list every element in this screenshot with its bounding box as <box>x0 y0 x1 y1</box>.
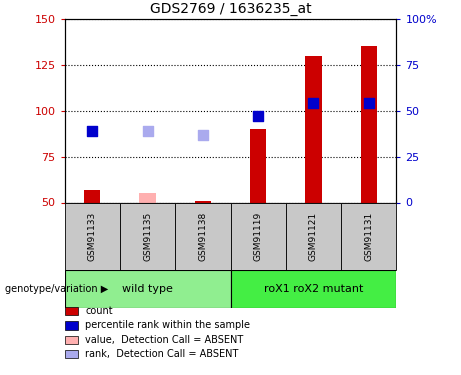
Point <box>199 132 207 138</box>
Bar <box>65 202 120 270</box>
Text: value,  Detection Call = ABSENT: value, Detection Call = ABSENT <box>85 335 243 345</box>
Point <box>254 113 262 119</box>
Text: count: count <box>85 306 113 316</box>
Point <box>89 128 96 134</box>
Text: GSM91121: GSM91121 <box>309 211 318 261</box>
Text: GSM91133: GSM91133 <box>88 211 97 261</box>
Bar <box>341 202 396 270</box>
Text: rank,  Detection Call = ABSENT: rank, Detection Call = ABSENT <box>85 349 239 359</box>
Text: percentile rank within the sample: percentile rank within the sample <box>85 321 250 330</box>
Text: roX1 roX2 mutant: roX1 roX2 mutant <box>264 284 363 294</box>
Text: genotype/variation ▶: genotype/variation ▶ <box>5 284 108 294</box>
Bar <box>65 270 230 308</box>
Bar <box>175 202 230 270</box>
Bar <box>84 190 100 202</box>
Bar <box>250 129 266 203</box>
Bar <box>305 56 322 202</box>
Bar <box>195 201 211 202</box>
Bar <box>120 202 175 270</box>
Point <box>365 100 372 106</box>
Bar <box>230 270 396 308</box>
Text: GSM91135: GSM91135 <box>143 211 152 261</box>
Point <box>144 128 151 134</box>
Bar <box>361 46 377 202</box>
Text: GSM91138: GSM91138 <box>198 211 207 261</box>
Text: GSM91131: GSM91131 <box>364 211 373 261</box>
Text: GSM91119: GSM91119 <box>254 211 263 261</box>
Bar <box>230 202 286 270</box>
Bar <box>139 194 156 202</box>
Text: wild type: wild type <box>122 284 173 294</box>
Title: GDS2769 / 1636235_at: GDS2769 / 1636235_at <box>150 2 311 16</box>
Bar <box>286 202 341 270</box>
Point <box>310 100 317 106</box>
